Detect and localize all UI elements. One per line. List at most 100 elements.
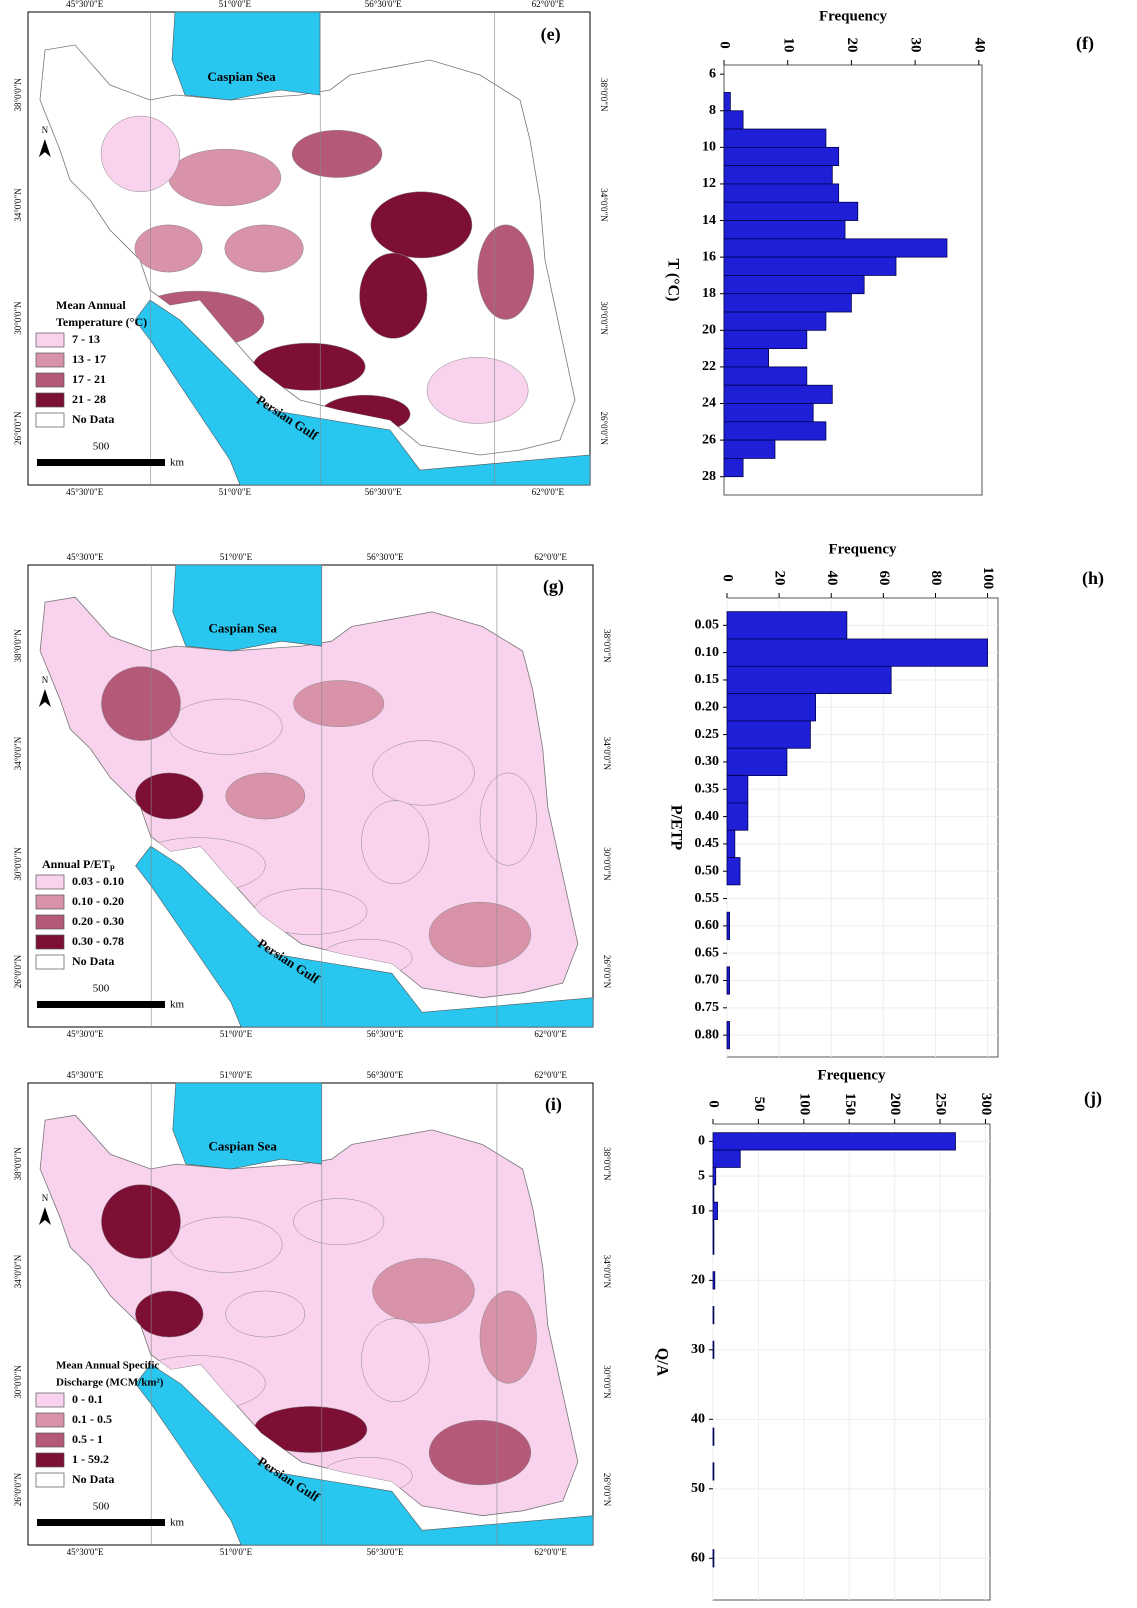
y-tick-label: 0.10: [695, 645, 720, 660]
lat-label: 30°0'0"N: [599, 301, 609, 335]
legend-swatch: [35, 412, 65, 428]
y-tick-label: 20: [702, 323, 716, 338]
x-tick-label: 20: [844, 38, 860, 53]
north-arrow: [38, 688, 51, 707]
y-tick-label: 0.45: [695, 836, 720, 851]
bar: [723, 384, 833, 404]
legend-swatch: [35, 1472, 65, 1488]
x-tick-label: 0: [717, 41, 733, 49]
y-tick-label: 0.25: [695, 727, 720, 742]
north-label: N: [42, 1193, 49, 1203]
legend-title: Temperature (°C): [56, 315, 147, 329]
x-tick-label: 20: [772, 571, 788, 586]
legend-swatch: [35, 934, 65, 950]
north-arrow: [38, 139, 51, 158]
y-tick-label: 16: [702, 249, 716, 264]
y-tick-label: 8: [709, 103, 716, 118]
bar: [723, 256, 897, 276]
scale-bar: [37, 1001, 165, 1008]
north-label: N: [42, 125, 49, 135]
lon-label: 45°30'0"E: [67, 1547, 104, 1557]
lat-label: 30°0'0"N: [13, 847, 23, 881]
bar: [723, 146, 840, 167]
legend-swatch: [35, 352, 65, 368]
bar: [726, 693, 816, 722]
regions: [100, 115, 535, 434]
lat-label: 30°0'0"N: [13, 301, 23, 335]
legend-label: 17 - 21: [72, 372, 106, 386]
legend-title: Discharge (MCM/km²): [56, 1377, 164, 1389]
x-tick-label: 80: [928, 571, 944, 586]
x-tick-label: 200: [887, 1093, 903, 1116]
x-tick-label: 100: [980, 567, 996, 590]
panel-label: (g): [543, 576, 564, 597]
panel-label: (e): [541, 24, 561, 45]
legend-label: 0.5 - 1: [72, 1432, 103, 1446]
scale-unit: km: [170, 457, 185, 469]
y-tick-label: 6: [709, 66, 716, 81]
x-axis-title: Frequency: [817, 1067, 886, 1083]
lon-label: 56°30'0"E: [367, 552, 404, 562]
caspian-sea: [172, 1082, 322, 1170]
bar: [723, 110, 744, 130]
legend-swatch: [35, 332, 65, 348]
panel-label: (i): [545, 1094, 562, 1115]
lon-label: 51°0'0"E: [220, 1070, 253, 1080]
region: [361, 800, 430, 885]
lon-label: 62°0'0"E: [534, 1070, 567, 1080]
legend-label: No Data: [72, 954, 114, 968]
bar: [726, 802, 749, 831]
lat-label: 38°0'0"N: [599, 78, 609, 112]
legend-label: 7 - 13: [72, 332, 100, 346]
y-tick-label: 10: [702, 140, 716, 155]
bar: [723, 293, 852, 313]
regions: [101, 1184, 537, 1495]
lat-label: 26°0'0"N: [602, 1473, 612, 1507]
legend-swatch: [35, 1432, 65, 1448]
bar: [712, 1201, 718, 1220]
bar: [723, 275, 865, 295]
panel-label: (j): [1084, 1088, 1102, 1109]
y-tick-label: 0.65: [695, 945, 720, 960]
y-tick-label: 0: [698, 1134, 705, 1149]
region: [428, 1420, 532, 1486]
bar: [726, 665, 892, 695]
lon-label: 62°0'0"E: [534, 1029, 567, 1039]
panel-label: (h): [1082, 568, 1104, 589]
region: [169, 1216, 283, 1273]
legend-swatch: [35, 894, 65, 910]
legend-label: No Data: [72, 412, 114, 426]
region: [135, 1290, 204, 1338]
region: [370, 191, 473, 259]
bar: [712, 1219, 715, 1238]
region: [100, 115, 180, 192]
legend-swatch: [35, 954, 65, 970]
lon-label: 56°30'0"E: [365, 487, 402, 497]
bar: [712, 1462, 715, 1481]
legend-label: 0.30 - 0.78: [72, 934, 124, 948]
lat-label: 38°0'0"N: [13, 1147, 23, 1181]
x-axis-title: Frequency: [819, 8, 888, 24]
bar: [712, 1184, 715, 1203]
bar: [723, 421, 827, 441]
bar: [723, 183, 840, 203]
bar: [723, 439, 776, 459]
x-tick-label: 40: [824, 571, 840, 586]
region: [225, 1290, 306, 1338]
x-tick-label: 30: [908, 38, 924, 53]
region: [428, 902, 532, 968]
region: [359, 252, 428, 339]
scale-bar: [37, 459, 165, 466]
bar: [723, 92, 731, 112]
bar: [723, 366, 808, 386]
region: [372, 740, 475, 806]
lat-label: 26°0'0"N: [13, 954, 23, 988]
lat-label: 38°0'0"N: [602, 1147, 612, 1181]
region: [372, 1258, 475, 1324]
bar: [723, 458, 744, 478]
legend-title: Mean Annual: [56, 298, 126, 312]
lon-label: 51°0'0"E: [219, 487, 252, 497]
persian-gulf: [134, 299, 591, 486]
bar: [723, 329, 808, 350]
